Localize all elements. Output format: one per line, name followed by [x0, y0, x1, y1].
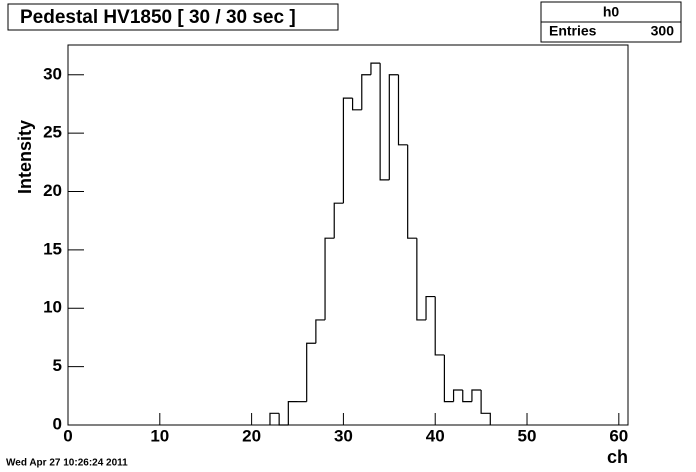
histogram-bin — [471, 389, 482, 402]
histogram-bin — [379, 63, 390, 181]
x-tick-label: 60 — [609, 426, 628, 445]
x-tick-label: 30 — [334, 426, 353, 445]
histogram-bin — [370, 62, 381, 75]
y-tick-label: 15 — [43, 239, 62, 258]
histogram-bin — [480, 389, 491, 425]
histogram-bin — [324, 237, 335, 320]
y-tick-label: 25 — [43, 123, 62, 142]
y-axis-label: Intensity — [15, 120, 35, 194]
histogram-bin — [388, 74, 399, 180]
histogram-bin — [434, 296, 445, 356]
histogram-bin — [278, 413, 289, 426]
y-tick-label: 20 — [43, 181, 62, 200]
stats-name: h0 — [603, 4, 620, 20]
y-tick-label: 30 — [43, 64, 62, 83]
x-tick-label: 40 — [426, 426, 445, 445]
histogram-bin — [407, 144, 417, 239]
histogram-bin — [416, 238, 427, 321]
timestamp: Wed Apr 27 10:26:24 2011 — [6, 458, 128, 469]
y-tick-label: 5 — [53, 356, 62, 375]
y-tick-label: 0 — [53, 414, 62, 433]
title-box — [7, 3, 339, 31]
histogram-bin — [269, 412, 280, 425]
histogram-bin — [287, 401, 298, 425]
histogram-bin — [425, 295, 436, 320]
x-tick-label: 10 — [150, 426, 169, 445]
histogram-bin — [452, 389, 463, 402]
chart-title: Pedestal HV1850 [ 30 / 30 sec ] — [20, 7, 296, 28]
stats-value: 300 — [651, 23, 675, 39]
x-tick-label: 50 — [518, 426, 537, 445]
y-tick-label: 10 — [43, 298, 62, 317]
x-tick-label: 20 — [242, 426, 261, 445]
histogram-bin — [361, 74, 371, 110]
x-axis-label: ch — [607, 447, 628, 467]
stats-label: Entries — [549, 23, 597, 39]
x-tick-label: 0 — [63, 426, 72, 445]
histogram-bin — [342, 97, 353, 204]
histogram-bin — [351, 98, 362, 111]
histogram-bin — [306, 342, 316, 402]
histogram-bin — [333, 202, 344, 239]
plot-frame — [67, 44, 629, 426]
histogram-bin — [397, 74, 408, 146]
histogram-bin — [443, 354, 454, 403]
histogram-bin — [462, 389, 472, 403]
histogram-bin — [315, 319, 326, 344]
